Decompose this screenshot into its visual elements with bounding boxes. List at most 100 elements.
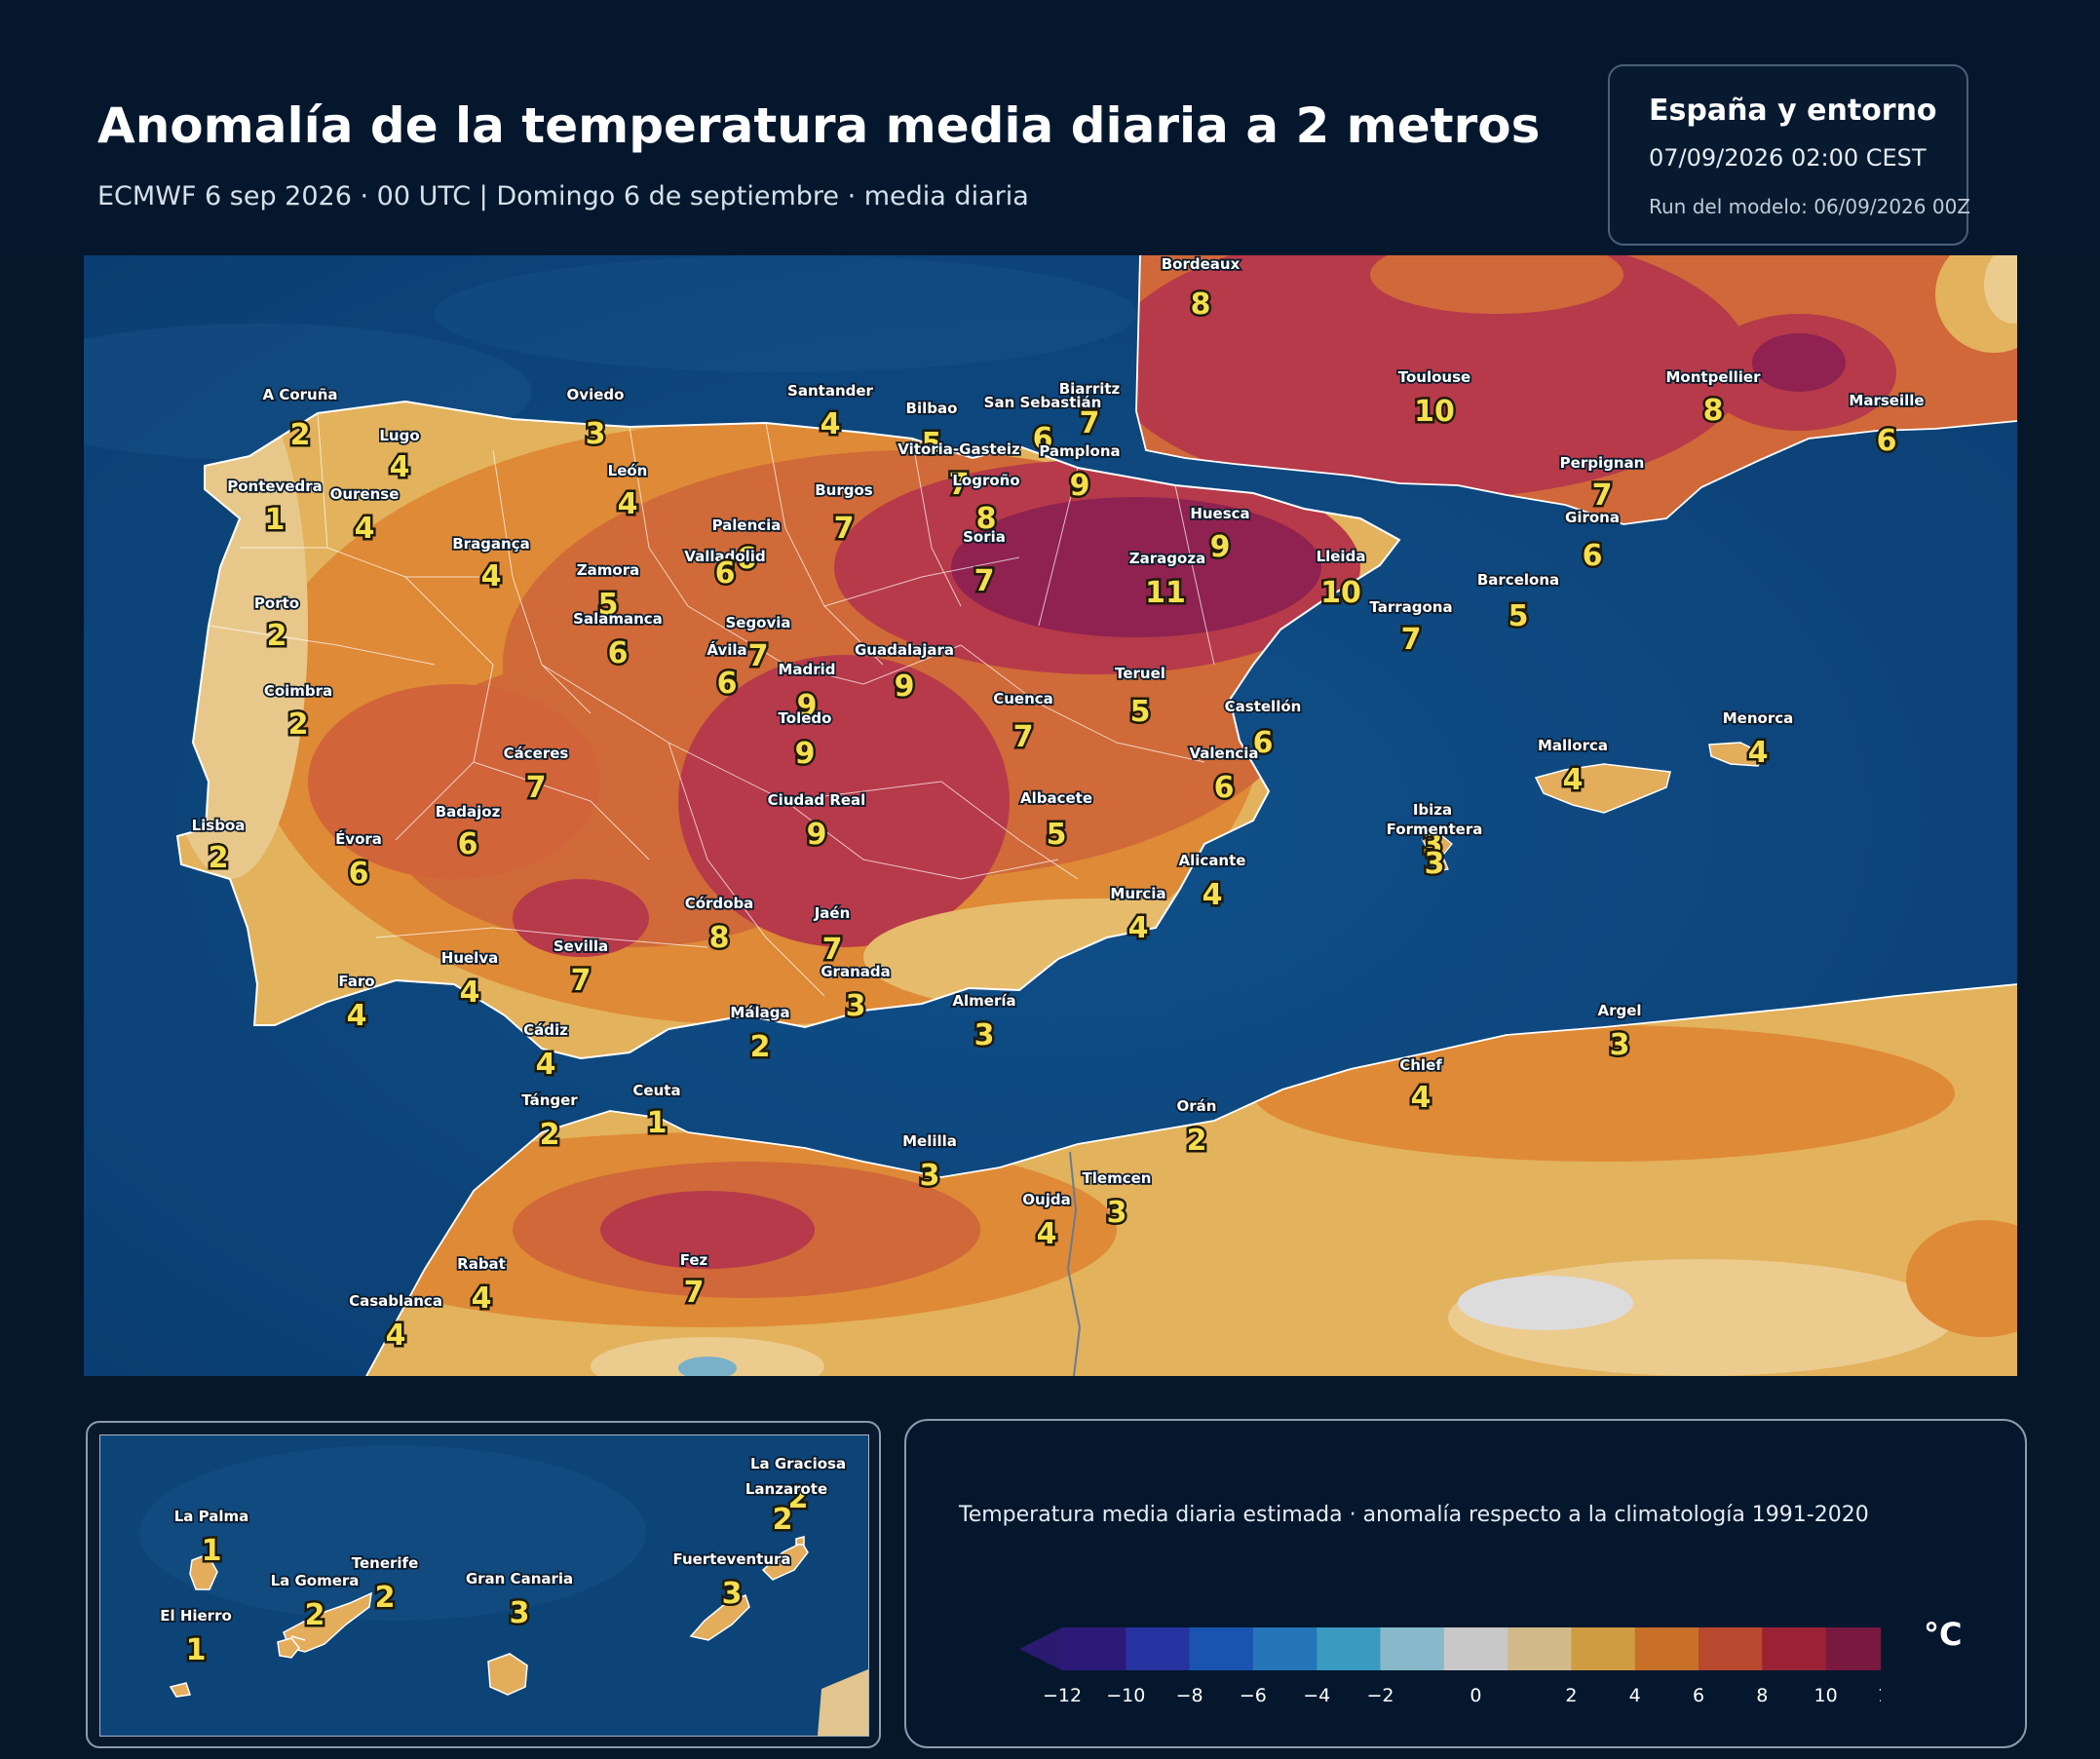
anomaly-value-label: 4 (460, 975, 480, 1010)
iberia-coastline (175, 400, 1401, 1060)
main-map-station: Ciudad Real 9 (766, 789, 867, 854)
station-name-label: San Sebastián (984, 394, 1102, 411)
main-map-station: Córdoba 8 (683, 893, 755, 957)
station-name-label: Jaén (814, 904, 851, 922)
anomaly-value-label: 3 (1107, 1196, 1127, 1230)
main-map-station: Alicante 4 (1177, 850, 1247, 914)
anomaly-value-label: 6 (1877, 424, 1897, 458)
anomaly-value-label: 4 (618, 487, 638, 521)
canary-station: La Palma 1 (172, 1506, 250, 1570)
station-name-label: Castellón (1225, 698, 1302, 715)
station-name-label: Ciudad Real (768, 791, 866, 809)
main-map-station: Tlemcen 3 (1081, 1167, 1153, 1232)
anomaly-value-label: 2 (305, 1598, 325, 1632)
main-map-station: Granada 3 (820, 961, 893, 1025)
anomaly-value-label: 4 (536, 1048, 556, 1082)
station-name-label: Málaga (730, 1004, 789, 1021)
station-name-label: Huesca (1190, 505, 1249, 522)
anomaly-value-label: 3 (920, 1159, 940, 1193)
main-map-station: Pamplona 9 (1038, 440, 1123, 505)
station-name-label: Coimbra (264, 682, 332, 700)
anomaly-value-label: 4 (821, 407, 841, 441)
anomaly-value-label: 3 (1425, 847, 1445, 881)
africa-coast-corner (818, 1669, 868, 1736)
canary-station: La Graciosa 2 (748, 1453, 848, 1517)
colorbar-tick-label: 12 (1878, 1685, 1881, 1706)
station-name-label: Toulouse (1398, 368, 1470, 386)
station-name-label: Murcia (1110, 885, 1165, 902)
province-borders (208, 412, 1215, 997)
africa-coastline (365, 983, 2017, 1376)
colorbar-tick-label: −6 (1240, 1685, 1267, 1706)
anomaly-value-label: 7 (684, 1276, 705, 1310)
anomaly-value-label: 3 (722, 1577, 743, 1611)
main-map-station: Lisboa 2 (190, 815, 247, 877)
station-name-label: Casablanca (349, 1292, 442, 1310)
france-coastline (1135, 255, 2017, 525)
anomaly-value-label: 2 (209, 841, 229, 875)
station-name-label: Ávila (706, 640, 746, 659)
colorbar-bin (1634, 1627, 1699, 1670)
main-map-station: Menorca 4 (1721, 707, 1795, 772)
main-map-station: Rabat 4 (455, 1253, 507, 1318)
station-name-label: Valencia (1189, 745, 1258, 762)
anomaly-value-label: 3 (510, 1596, 530, 1630)
anomaly-value-label: 4 (1037, 1217, 1057, 1251)
station-name-label: Guadalajara (855, 641, 954, 659)
main-map-station: Jaén 7 (812, 902, 852, 969)
main-map-station: Tánger 2 (520, 1090, 581, 1154)
main-map-station: Castellón 6 (1223, 696, 1303, 762)
info-region: España y entorno (1649, 94, 1937, 128)
station-name-label: Madrid (778, 661, 835, 678)
anomaly-value-label: 1 (186, 1633, 207, 1667)
colorbar: −12 −10 −8 −6 −4 −2 0 2 4 6 8 10 12 (1019, 1627, 1881, 1706)
anomaly-value-label: 2 (267, 619, 287, 653)
main-map-station: Cádiz 4 (521, 1019, 570, 1084)
main-map-station: Mallorca 4 (1536, 735, 1610, 799)
anomaly-value-label: 7 (1401, 623, 1422, 657)
anomaly-value-label: 8 (709, 921, 730, 955)
anomaly-value-label: 5 (598, 588, 619, 622)
station-name-label: Tarragona (1369, 598, 1452, 616)
balearic-islands (1422, 742, 1766, 872)
station-name-label: Biarritz (1059, 380, 1121, 398)
colorbar-bin (1252, 1627, 1317, 1670)
anomaly-value-label: 7 (949, 468, 970, 502)
station-name-label: Teruel (1115, 665, 1165, 682)
info-model-run: Run del modelo: 06/09/2026 00Z (1649, 195, 1971, 218)
anomaly-value-label: 3 (974, 1018, 995, 1052)
main-map-station: Melilla 3 (900, 1130, 958, 1195)
station-name-label: Melilla (902, 1132, 957, 1150)
main-map-station: Tarragona 7 (1368, 596, 1455, 659)
anomaly-value-label: 7 (571, 964, 592, 998)
main-map-station: Pontevedra 1 (225, 476, 324, 539)
station-name-label: Ceuta (632, 1082, 680, 1099)
station-name-label: Cádiz (523, 1021, 568, 1039)
main-map-station: Vitoria-Gasteiz 7 (897, 439, 1022, 504)
main-map-station: Burgos 7 (814, 479, 875, 548)
station-name-label: Logroño (952, 472, 1019, 489)
anomaly-value-label: 2 (1187, 1124, 1207, 1158)
colorbar-tick-label: −2 (1366, 1685, 1394, 1706)
station-name-label: Lisboa (192, 817, 246, 834)
anomaly-value-label: 2 (773, 1503, 793, 1537)
main-map-station: Murcia 4 (1109, 883, 1168, 947)
station-name-label: Almería (952, 992, 1015, 1010)
station-name-label: Tenerife (352, 1554, 419, 1572)
main-map-station: Soria 7 (961, 526, 1007, 600)
main-map-station: Marseille 6 (1848, 390, 1927, 460)
main-map-station: Girona 6 (1563, 507, 1621, 575)
anomaly-value-label: 4 (1128, 911, 1149, 945)
anomaly-value-label: 6 (1583, 539, 1603, 573)
station-name-label: Rabat (457, 1255, 506, 1273)
colorbar-ticks: −12 −10 −8 −6 −4 −2 0 2 4 6 8 10 12 (1043, 1685, 1881, 1706)
main-map-station: Bordeaux 8 (1160, 255, 1241, 325)
anomaly-value-label: 8 (1703, 394, 1724, 428)
anomaly-value-label: 2 (750, 1030, 771, 1064)
station-name-label: Pamplona (1039, 442, 1120, 460)
main-map-station: Ourense 4 (328, 483, 401, 548)
anomaly-value-label: 6 (1253, 726, 1274, 760)
anomaly-value-label: 1 (202, 1534, 222, 1568)
